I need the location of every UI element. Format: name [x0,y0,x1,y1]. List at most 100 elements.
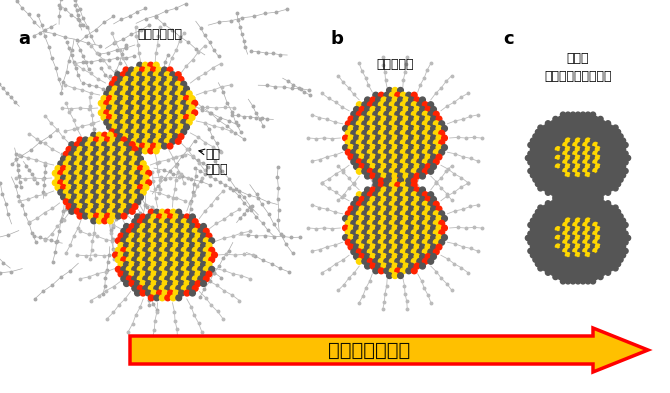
Circle shape [613,266,618,271]
Circle shape [116,175,121,181]
Circle shape [168,242,174,248]
Circle shape [359,107,365,112]
Circle shape [568,160,573,165]
Circle shape [384,159,390,165]
Circle shape [348,154,354,160]
Circle shape [531,173,535,178]
Circle shape [346,149,351,155]
Circle shape [190,281,196,286]
Circle shape [151,224,157,229]
Circle shape [200,281,206,286]
Circle shape [145,86,151,92]
Circle shape [600,138,606,143]
Circle shape [558,125,563,130]
Circle shape [533,257,538,262]
Circle shape [422,239,428,245]
Circle shape [173,242,179,248]
Circle shape [543,240,548,245]
Circle shape [381,154,387,160]
Circle shape [570,279,576,284]
Circle shape [392,154,398,160]
Circle shape [359,254,365,259]
Circle shape [387,183,393,189]
Circle shape [91,218,96,224]
Circle shape [583,160,588,165]
Circle shape [433,201,439,207]
Circle shape [107,95,113,101]
Circle shape [588,116,593,121]
Circle shape [531,253,535,258]
Circle shape [550,121,555,126]
Circle shape [406,130,411,136]
Circle shape [588,134,593,139]
Circle shape [401,249,406,255]
Circle shape [417,211,423,217]
Circle shape [151,290,157,296]
Circle shape [593,134,598,139]
Circle shape [179,271,184,277]
Circle shape [379,92,384,98]
Circle shape [176,238,182,244]
Circle shape [395,178,401,184]
Circle shape [179,262,184,267]
Circle shape [354,206,359,212]
Circle shape [121,137,127,143]
Circle shape [565,235,571,241]
Circle shape [143,148,148,154]
Circle shape [389,111,395,117]
Circle shape [127,165,133,171]
Circle shape [397,206,403,212]
Circle shape [428,169,433,174]
Circle shape [436,135,442,141]
Circle shape [118,242,124,248]
Circle shape [373,211,379,217]
Circle shape [586,201,590,206]
Circle shape [600,201,606,206]
Circle shape [409,135,414,141]
Circle shape [555,253,561,258]
Circle shape [431,135,436,141]
Circle shape [109,100,115,106]
Circle shape [141,180,146,185]
Circle shape [528,142,533,148]
Circle shape [401,211,406,217]
Circle shape [88,213,94,219]
Circle shape [616,129,620,135]
Circle shape [179,281,184,286]
Circle shape [598,177,603,182]
Circle shape [127,228,132,234]
Circle shape [96,151,102,157]
Circle shape [184,224,190,229]
Circle shape [359,206,365,212]
Circle shape [170,81,176,87]
Circle shape [419,196,425,202]
Circle shape [603,248,608,253]
Circle shape [351,149,356,155]
Circle shape [55,185,61,190]
Circle shape [533,168,538,174]
Circle shape [428,239,433,245]
Circle shape [140,214,146,220]
Circle shape [576,199,581,204]
Circle shape [545,218,551,223]
Circle shape [550,201,555,206]
Circle shape [364,225,371,231]
Circle shape [113,171,119,176]
Circle shape [370,97,376,103]
Circle shape [576,147,581,152]
Circle shape [123,67,129,73]
Circle shape [395,192,401,198]
Circle shape [206,262,212,267]
Circle shape [161,86,168,92]
Circle shape [127,147,133,152]
Circle shape [586,173,590,178]
Circle shape [96,208,102,214]
Circle shape [439,220,445,226]
Circle shape [401,268,406,274]
Circle shape [153,148,159,154]
Circle shape [563,160,568,165]
Circle shape [545,182,551,187]
Circle shape [364,173,371,179]
Circle shape [121,72,126,77]
Circle shape [401,201,406,207]
